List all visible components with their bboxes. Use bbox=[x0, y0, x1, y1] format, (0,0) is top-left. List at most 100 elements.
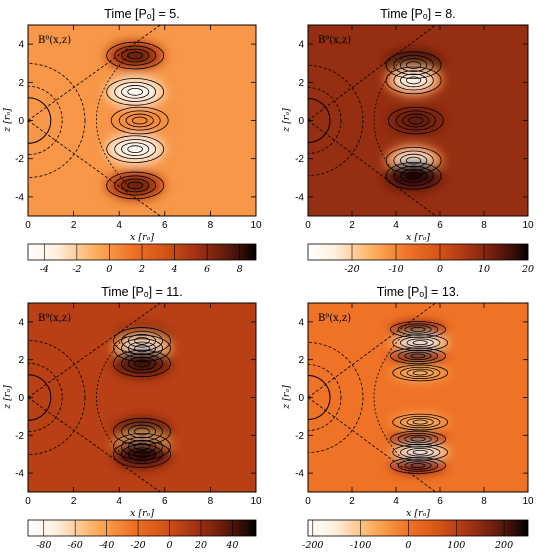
x-tick-label: 6 bbox=[162, 220, 168, 231]
colorbar-tick-label: 0 bbox=[166, 540, 172, 551]
contour-line bbox=[406, 76, 422, 85]
x-axis-label: x [rₒ] bbox=[406, 508, 430, 519]
contour-line bbox=[127, 145, 143, 154]
colorbar-tick-label: -10 bbox=[388, 264, 403, 275]
planet-circle-dashed bbox=[28, 63, 86, 178]
contour-line bbox=[410, 326, 426, 332]
contour-line bbox=[390, 457, 446, 474]
contour-line bbox=[393, 70, 434, 91]
colorbar-tick-label: 20 bbox=[194, 540, 207, 551]
contour-line bbox=[113, 440, 171, 468]
contour-line bbox=[114, 175, 157, 196]
contour-line bbox=[410, 353, 426, 359]
colorbar-ticks: -20 -10 0 10 20 bbox=[344, 244, 534, 275]
colorbar-ticks: -200 -100 0 100 200 bbox=[302, 520, 513, 551]
contour-line bbox=[118, 110, 161, 131]
contour-line bbox=[127, 356, 157, 371]
colorbar-tick-label: -20 bbox=[130, 540, 145, 551]
x-tick-label: 10 bbox=[522, 496, 534, 507]
contour-line bbox=[127, 447, 157, 461]
contour-line bbox=[404, 461, 432, 470]
contour-line bbox=[121, 142, 150, 156]
contour-line bbox=[106, 78, 165, 106]
contour-line bbox=[114, 45, 157, 66]
planet-circle-dashed bbox=[28, 85, 63, 156]
heatmap-area bbox=[308, 25, 528, 216]
contour-line bbox=[134, 336, 150, 345]
contour-line bbox=[406, 448, 434, 457]
x-axis-label: x [rₒ] bbox=[130, 508, 154, 519]
y-tick-label: -4 bbox=[15, 192, 24, 203]
diagonal-line bbox=[28, 25, 162, 121]
colorbar-ticks: -80 -60 -40 -20 0 20 40 bbox=[36, 520, 238, 551]
planet-circle bbox=[308, 98, 331, 143]
y-tick-label: 4 bbox=[298, 40, 304, 51]
y-tick-label: 0 bbox=[298, 116, 304, 127]
contour-line bbox=[412, 419, 428, 425]
x-tick-label: 4 bbox=[116, 496, 122, 507]
contours bbox=[106, 41, 169, 200]
contour-line bbox=[127, 341, 157, 356]
contour-line bbox=[406, 417, 434, 427]
colorbar-tick-label: -100 bbox=[350, 540, 371, 551]
contour-line bbox=[393, 165, 434, 186]
contour-line bbox=[406, 156, 422, 165]
contour-line bbox=[406, 338, 434, 347]
planet-circle bbox=[28, 374, 52, 421]
contour-line bbox=[397, 349, 439, 363]
panel-field-label: Bᶿ(x,z) bbox=[318, 35, 351, 46]
panel-field-label: Bᶿ(x,z) bbox=[38, 35, 71, 46]
heatmap-area bbox=[308, 303, 528, 492]
contour-line bbox=[134, 450, 150, 459]
contour-line bbox=[127, 181, 143, 190]
diagonal-line bbox=[28, 120, 162, 216]
contour-line bbox=[412, 340, 428, 346]
planet-circle-dashed bbox=[28, 362, 63, 433]
contour-line bbox=[127, 424, 157, 439]
colorbar bbox=[27, 519, 257, 537]
contour-line bbox=[121, 436, 163, 457]
contour-line bbox=[110, 106, 169, 135]
contour-line bbox=[125, 113, 154, 128]
contour-line bbox=[393, 55, 434, 76]
y-tick-label: 0 bbox=[298, 393, 304, 404]
y-tick-label: 4 bbox=[298, 317, 304, 328]
contour-line bbox=[392, 413, 449, 431]
contour-line bbox=[121, 85, 150, 99]
y-tick-label: -2 bbox=[15, 431, 24, 442]
planet-circle-dashed bbox=[28, 340, 86, 455]
colorbar-tick-label: 6 bbox=[204, 264, 210, 275]
panel-field-label: Bᶿ(x,z) bbox=[318, 313, 351, 324]
colorbar-tick-label: -80 bbox=[36, 540, 51, 551]
colorbar-tick-label: 100 bbox=[447, 540, 465, 551]
contour-line bbox=[113, 334, 171, 362]
y-tick-label: 2 bbox=[298, 78, 304, 89]
y-tick-label: -4 bbox=[295, 469, 304, 480]
contour-line bbox=[387, 106, 444, 135]
contour-line bbox=[404, 351, 432, 361]
y-tick-label: 2 bbox=[18, 78, 24, 89]
guide-lines bbox=[308, 25, 437, 216]
contour-line bbox=[385, 162, 442, 190]
contour-line bbox=[121, 178, 150, 193]
colorbar bbox=[307, 243, 529, 261]
field-line-arc bbox=[96, 55, 129, 186]
colorbar-tick-label: 200 bbox=[494, 540, 513, 551]
planet-circle-dashed bbox=[308, 87, 342, 154]
y-ticks: -4 -2 0 2 4 bbox=[15, 317, 256, 480]
guide-lines bbox=[308, 303, 437, 492]
y-axis-label: z [rₒ] bbox=[281, 385, 292, 410]
panel-title: Time [Pₒ] = 8. bbox=[380, 7, 455, 21]
contour-line bbox=[410, 463, 426, 469]
colorbar-tick-label: 10 bbox=[478, 264, 490, 275]
contour-line bbox=[410, 436, 426, 442]
colorbar bbox=[307, 519, 529, 537]
x-tick-label: 0 bbox=[25, 496, 31, 507]
y-tick-label: 0 bbox=[18, 116, 24, 127]
contour-line bbox=[127, 51, 143, 60]
y-axis-label: z [rₒ] bbox=[2, 385, 13, 410]
contour-line bbox=[399, 73, 428, 88]
contour-line bbox=[106, 171, 165, 200]
contour-line bbox=[113, 349, 171, 378]
